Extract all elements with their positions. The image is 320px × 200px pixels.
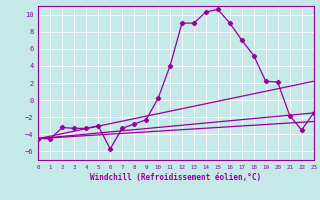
X-axis label: Windchill (Refroidissement éolien,°C): Windchill (Refroidissement éolien,°C)	[91, 173, 261, 182]
